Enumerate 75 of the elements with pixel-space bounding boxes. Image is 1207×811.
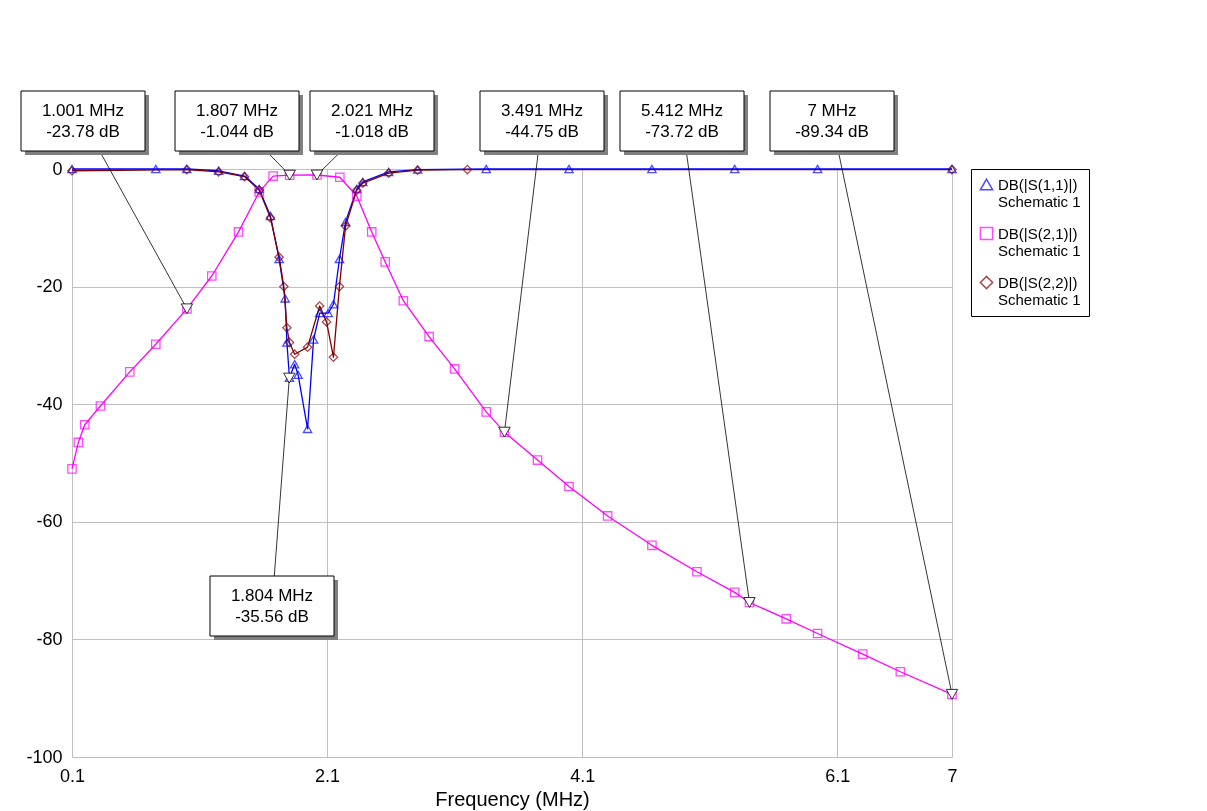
point	[124, 367, 135, 377]
point	[398, 295, 409, 306]
point	[67, 464, 77, 474]
point	[289, 359, 300, 369]
point	[268, 171, 278, 181]
annotation: 1.804 MHz -35.56 dB	[230, 586, 314, 626]
point	[293, 370, 303, 380]
point	[857, 649, 868, 659]
point	[233, 227, 244, 237]
point	[647, 164, 657, 174]
point	[73, 437, 84, 448]
y-tick-label: 0	[52, 158, 63, 179]
point	[532, 455, 543, 465]
x-tick-label: 2.1	[315, 765, 341, 786]
point	[150, 339, 161, 350]
point	[334, 172, 345, 183]
point	[462, 164, 473, 175]
point	[314, 308, 325, 318]
y-tick-label: -40	[36, 393, 63, 414]
point	[321, 317, 332, 327]
point	[334, 281, 345, 292]
point	[602, 511, 613, 521]
annotation: 7 MHz -89.34 dB	[795, 101, 869, 141]
y-tick-label: -100	[26, 746, 63, 767]
point	[302, 342, 313, 352]
annotation: 2.021 MHz -1.018 dB	[330, 101, 414, 141]
point	[647, 540, 657, 551]
point	[280, 294, 290, 303]
y-tick-label: -60	[36, 511, 63, 532]
legend-label: DB(|S(2,1)|) Schematic 1	[998, 224, 1081, 259]
point	[314, 301, 325, 311]
point	[449, 364, 460, 374]
point	[323, 308, 334, 318]
point	[895, 666, 906, 677]
point	[380, 257, 391, 267]
point	[328, 352, 339, 362]
legend-label: DB(|S(1,1)|) Schematic 1	[998, 175, 1081, 210]
point	[366, 227, 377, 237]
point	[351, 191, 362, 201]
point	[424, 331, 434, 342]
x-tick-label: 6.1	[825, 765, 851, 786]
y-tick-label: -80	[36, 628, 63, 649]
point	[481, 164, 492, 174]
annotation: 3.491 MHz -44.75 dB	[500, 101, 584, 141]
x-tick-label: 7	[947, 765, 958, 786]
point	[282, 322, 292, 333]
point	[95, 401, 106, 411]
point	[812, 628, 823, 639]
point	[481, 407, 492, 417]
point	[308, 335, 319, 344]
y-tick-label: -20	[36, 276, 63, 297]
point	[564, 164, 574, 174]
point	[729, 164, 740, 174]
point	[781, 613, 792, 624]
annotation: 1.001 MHz -23.78 dB	[41, 101, 125, 141]
point	[334, 254, 345, 264]
point	[279, 281, 289, 292]
point	[692, 566, 702, 577]
point	[79, 419, 90, 430]
x-tick-label: 0.1	[59, 765, 86, 786]
point	[812, 164, 823, 174]
legend-label: DB(|S(2,2)|) Schematic 1	[998, 273, 1081, 308]
point	[729, 587, 740, 598]
point	[328, 299, 339, 309]
point	[340, 217, 351, 227]
annotation: 1.807 MHz -1.044 dB	[195, 101, 279, 141]
annotation: 5.412 MHz -73.72 dB	[640, 101, 724, 141]
point	[340, 221, 351, 231]
point	[302, 424, 313, 434]
point	[150, 164, 161, 174]
point	[289, 349, 300, 360]
x-tick-label: 4.1	[570, 765, 596, 786]
x-axis-title: Frequency (MHz)	[435, 787, 590, 810]
point	[564, 481, 574, 492]
point	[206, 271, 217, 281]
